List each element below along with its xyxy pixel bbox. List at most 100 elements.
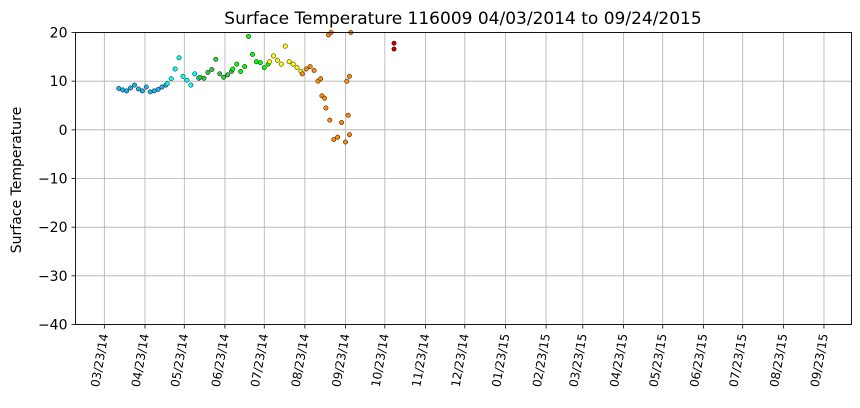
x-tick-label: 05/23/14 (168, 333, 191, 389)
x-tick-label: 03/23/14 (88, 333, 111, 389)
data-point (391, 46, 397, 52)
data-point (124, 88, 130, 94)
data-point (294, 65, 300, 70)
x-axis-ticks: 03/23/14 04/23/14 05/23/14 06/23/14 07/23/14… (88, 324, 831, 389)
series-6 (391, 40, 397, 52)
data-point (188, 82, 194, 88)
data-point (184, 77, 190, 83)
data-point (323, 105, 329, 111)
x-tick-label: 01/23/15 (489, 333, 512, 389)
data-point (303, 66, 309, 72)
data-point (278, 61, 284, 67)
data-point (159, 84, 165, 90)
data-point (217, 71, 223, 77)
x-tick-label: 08/23/15 (767, 333, 790, 389)
x-tick-label: 04/23/15 (607, 333, 630, 389)
data-point (318, 76, 324, 82)
data-series (116, 30, 397, 145)
data-point (176, 55, 182, 61)
x-tick-label: 06/23/15 (687, 333, 710, 389)
data-point (132, 82, 137, 88)
y-axis-ticks: 20 10 0 −10 −20 −30 −40 (38, 26, 76, 334)
y-tick-label: −10 (38, 172, 68, 188)
series-3 (230, 33, 271, 74)
data-point (234, 61, 240, 67)
x-tick-label: 09/23/15 (808, 333, 831, 389)
data-point (242, 64, 248, 70)
data-point (230, 66, 236, 72)
data-point (139, 88, 145, 94)
data-point (267, 59, 272, 65)
x-tick-label: 08/23/14 (289, 333, 312, 389)
x-tick-label: 09/23/14 (329, 333, 352, 389)
data-point (274, 57, 280, 63)
data-point (238, 68, 244, 74)
x-tick-label: 07/23/15 (727, 333, 750, 389)
data-point (246, 33, 251, 39)
data-point (164, 81, 170, 87)
data-point (192, 71, 198, 77)
data-point (147, 89, 153, 95)
y-tick-label: −30 (38, 269, 68, 285)
series-2 (197, 56, 234, 81)
data-point (327, 117, 333, 123)
data-point (307, 64, 313, 70)
data-point (205, 69, 211, 75)
data-point (286, 59, 292, 65)
data-point (128, 85, 134, 91)
y-tick-label: −40 (38, 318, 68, 334)
data-point (343, 139, 348, 145)
data-point (344, 78, 350, 84)
data-point (261, 65, 267, 70)
grid-lines (75, 32, 852, 325)
data-point (143, 84, 149, 90)
x-tick-label: 04/23/14 (129, 333, 152, 389)
data-point (135, 86, 141, 92)
series-4 (267, 43, 304, 74)
x-tick-label: 10/23/14 (369, 333, 392, 389)
data-point (335, 134, 341, 140)
data-point (120, 87, 126, 93)
data-point (213, 56, 219, 62)
plot-frame (75, 32, 852, 325)
x-tick-label: 02/23/15 (530, 333, 553, 389)
data-point (345, 112, 351, 118)
y-tick-label: −20 (38, 220, 68, 236)
data-point (391, 40, 397, 46)
x-tick-label: 07/23/14 (248, 333, 271, 389)
chart-title: Surface Temperature 116009 04/03/2014 to… (224, 9, 701, 29)
data-point (168, 76, 174, 82)
x-tick-label: 06/23/14 (209, 333, 232, 389)
data-point (282, 43, 288, 49)
data-point (180, 73, 186, 79)
y-tick-label: 0 (59, 123, 68, 139)
x-tick-label: 12/23/14 (449, 333, 472, 389)
data-point (290, 61, 296, 67)
data-point (225, 72, 231, 78)
data-point (331, 137, 337, 143)
data-point (311, 68, 317, 73)
y-tick-label: 10 (50, 74, 68, 90)
data-point (155, 86, 161, 92)
data-point (250, 51, 255, 57)
x-tick-label: 11/23/14 (409, 333, 432, 389)
y-tick-label: 20 (50, 26, 68, 42)
data-point (339, 120, 345, 125)
data-point (257, 60, 263, 66)
series-0 (116, 82, 169, 95)
data-point (270, 53, 276, 59)
data-point (172, 66, 178, 72)
data-point (347, 73, 352, 79)
data-point (322, 95, 328, 101)
series-5 (299, 30, 354, 145)
data-point (201, 75, 207, 81)
data-point (221, 74, 227, 80)
data-point (197, 74, 203, 80)
y-axis-label: Surface Temperature (9, 107, 25, 253)
data-point (253, 59, 259, 65)
x-tick-label: 03/23/15 (567, 333, 590, 389)
series-1 (164, 55, 202, 88)
data-point (347, 132, 352, 138)
x-tick-label: 05/23/15 (647, 333, 670, 389)
